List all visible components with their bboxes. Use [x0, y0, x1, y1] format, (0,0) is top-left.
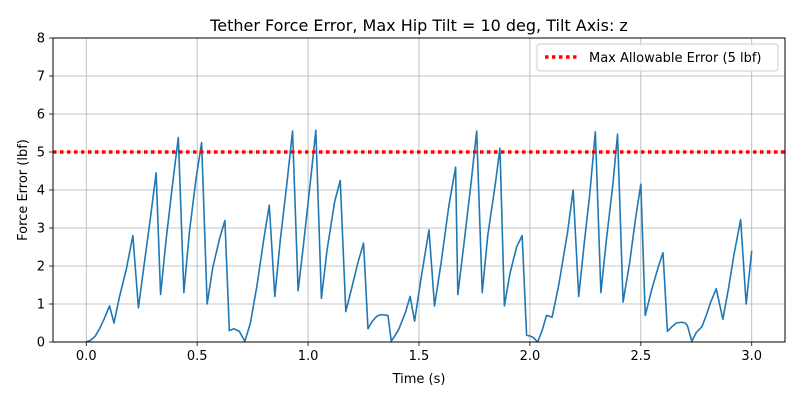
y-axis-label: Force Error (lbf): [16, 139, 31, 241]
y-tick-label: 5: [37, 146, 45, 161]
x-tick-label: 2.0: [520, 349, 541, 364]
force-error-series-line: [85, 129, 753, 342]
y-tick-label: 0: [37, 336, 45, 351]
x-axis: 0.0 0.5 1.0 1.5 2.0 2.5 3.0: [76, 342, 762, 364]
x-tick-label: 3.0: [741, 349, 762, 364]
series-group: [53, 129, 785, 342]
y-tick-label: 8: [37, 32, 45, 47]
y-tick-label: 1: [37, 298, 45, 313]
y-tick-label: 7: [37, 70, 45, 85]
x-tick-label: 0.0: [76, 349, 97, 364]
y-tick-label: 3: [37, 222, 45, 237]
plot-area: [53, 129, 785, 342]
x-axis-label: Time (s): [392, 372, 446, 387]
legend: Max Allowable Error (5 lbf): [536, 43, 779, 72]
y-axis: 0 1 2 3 4 5 6 7 8: [37, 32, 53, 351]
y-tick-label: 4: [37, 184, 45, 199]
x-tick-label: 1.5: [409, 349, 430, 364]
x-tick-label: 1.0: [298, 349, 319, 364]
chart-title: Tether Force Error, Max Hip Tilt = 10 de…: [209, 16, 628, 35]
x-tick-label: 2.5: [630, 349, 651, 364]
legend-box: [536, 43, 779, 72]
legend-label-max-error: Max Allowable Error (5 lbf): [589, 51, 761, 66]
y-tick-label: 6: [37, 108, 45, 123]
x-tick-label: 0.5: [187, 349, 208, 364]
y-tick-label: 2: [37, 260, 45, 275]
